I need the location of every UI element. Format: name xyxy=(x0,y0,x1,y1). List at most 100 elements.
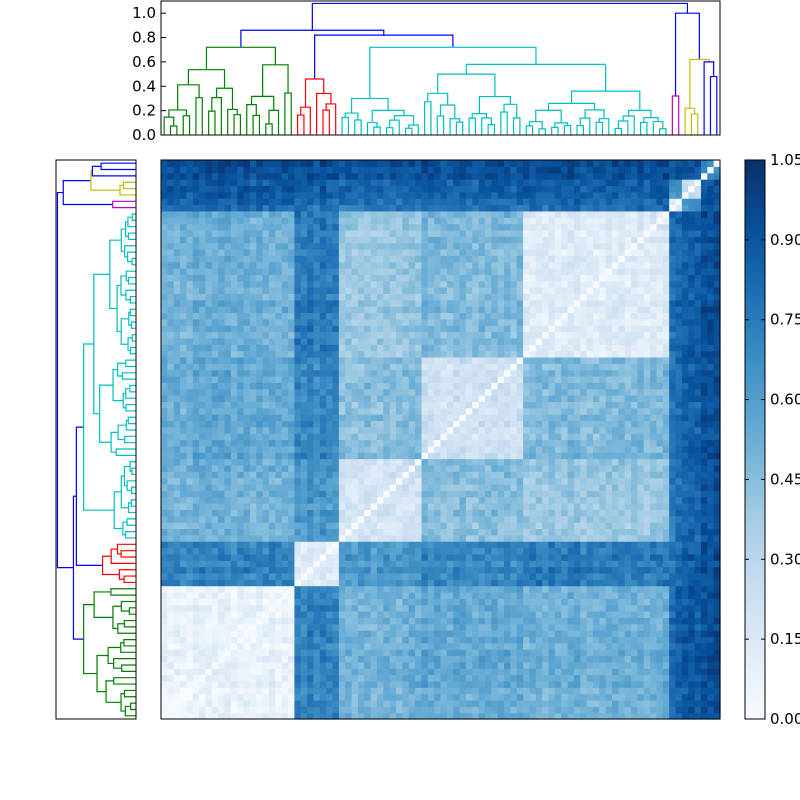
heatmap-cell xyxy=(268,553,276,561)
heatmap-cell xyxy=(307,579,315,587)
heatmap-cell xyxy=(243,642,251,650)
heatmap-cell xyxy=(478,407,486,415)
heatmap-cell xyxy=(319,509,327,517)
heatmap-cell xyxy=(300,693,308,701)
heatmap-cell xyxy=(326,439,334,447)
heatmap-cell xyxy=(599,420,607,428)
heatmap-cell xyxy=(288,547,295,555)
heatmap-cell xyxy=(275,382,283,390)
heatmap-cell xyxy=(249,604,257,612)
heatmap-cell xyxy=(300,591,308,599)
heatmap-cell xyxy=(186,534,194,542)
heatmap-cell xyxy=(402,598,410,606)
heatmap-cell xyxy=(707,528,715,536)
heatmap-cell xyxy=(421,395,429,402)
heatmap-cell xyxy=(453,503,461,510)
heatmap-cell xyxy=(580,598,588,606)
heatmap-cell xyxy=(288,515,295,523)
heatmap-cell xyxy=(357,693,365,701)
heatmap-cell xyxy=(548,693,556,701)
heatmap-cell xyxy=(376,458,384,466)
heatmap-cell xyxy=(319,541,327,549)
heatmap-cell xyxy=(173,445,181,453)
heatmap-cell xyxy=(326,560,334,568)
heatmap-cell xyxy=(472,579,480,587)
heatmap-cell xyxy=(256,471,264,479)
left-dendrogram-link xyxy=(129,346,136,355)
heatmap-cell xyxy=(332,674,340,682)
heatmap-cell xyxy=(256,458,264,466)
heatmap-cell xyxy=(338,585,346,593)
heatmap-cell xyxy=(294,464,302,472)
heatmap-cell xyxy=(383,604,391,612)
heatmap-cell xyxy=(656,490,664,498)
heatmap-cell xyxy=(427,617,435,625)
heatmap-cell xyxy=(478,369,486,377)
heatmap-cell xyxy=(504,382,511,390)
heatmap-cell xyxy=(446,591,454,599)
heatmap-cell xyxy=(421,445,429,453)
heatmap-cell xyxy=(554,420,562,428)
heatmap-cell xyxy=(694,630,702,638)
heatmap-cell xyxy=(478,509,486,517)
heatmap-cell xyxy=(529,617,537,625)
left-dendrogram-link xyxy=(110,588,136,596)
heatmap-cell xyxy=(580,401,588,409)
heatmap-cell xyxy=(586,623,594,631)
heatmap-cell xyxy=(440,642,448,650)
heatmap-cell xyxy=(675,458,683,466)
heatmap-cell xyxy=(440,509,448,517)
heatmap-cell xyxy=(535,477,543,485)
heatmap-cell xyxy=(529,395,537,402)
heatmap-cell xyxy=(288,541,295,549)
top-dendrogram-link xyxy=(628,109,652,118)
heatmap-cell xyxy=(180,503,188,510)
heatmap-cell xyxy=(268,528,276,536)
heatmap-cell xyxy=(281,496,289,504)
heatmap-cell xyxy=(243,401,251,409)
heatmap-cell xyxy=(548,712,556,720)
heatmap-cell xyxy=(249,591,257,599)
heatmap-cell xyxy=(268,496,276,504)
heatmap-cell xyxy=(376,445,384,453)
heatmap-cell xyxy=(434,401,442,409)
heatmap-cell xyxy=(580,452,588,460)
heatmap-cell xyxy=(612,642,619,650)
heatmap-cell xyxy=(262,509,270,517)
heatmap-cell xyxy=(567,407,575,415)
heatmap-cell xyxy=(243,598,251,606)
heatmap-cell xyxy=(294,579,302,587)
heatmap-cell xyxy=(567,553,575,561)
heatmap-cell xyxy=(707,439,715,447)
heatmap-cell xyxy=(573,547,581,555)
heatmap-cell xyxy=(586,693,594,701)
left-dendrogram-link xyxy=(122,392,126,409)
heatmap-cell xyxy=(440,375,448,383)
heatmap-cell xyxy=(345,579,353,587)
heatmap-cell xyxy=(262,547,270,555)
heatmap-cell xyxy=(586,401,594,409)
heatmap-cell xyxy=(357,490,365,498)
heatmap-cell xyxy=(497,388,505,396)
heatmap-cell xyxy=(650,407,658,415)
heatmap-cell xyxy=(357,541,365,549)
heatmap-cell xyxy=(192,515,200,523)
heatmap-cell xyxy=(453,439,461,447)
heatmap-cell xyxy=(662,464,670,472)
heatmap-cell xyxy=(319,566,327,574)
heatmap-cell xyxy=(167,560,175,568)
heatmap-cell xyxy=(643,566,651,574)
heatmap-cell xyxy=(161,687,168,695)
heatmap-cell xyxy=(535,515,543,523)
heatmap-cell xyxy=(554,579,562,587)
heatmap-cell xyxy=(681,617,689,625)
heatmap-cell xyxy=(523,611,531,618)
heatmap-cell xyxy=(592,407,600,415)
heatmap-cell xyxy=(446,439,454,447)
heatmap-cell xyxy=(300,407,308,415)
heatmap-cell xyxy=(237,515,245,523)
heatmap-cell xyxy=(497,598,505,606)
heatmap-cell xyxy=(345,382,353,390)
heatmap-cell xyxy=(612,407,619,415)
heatmap-cell xyxy=(256,693,264,701)
